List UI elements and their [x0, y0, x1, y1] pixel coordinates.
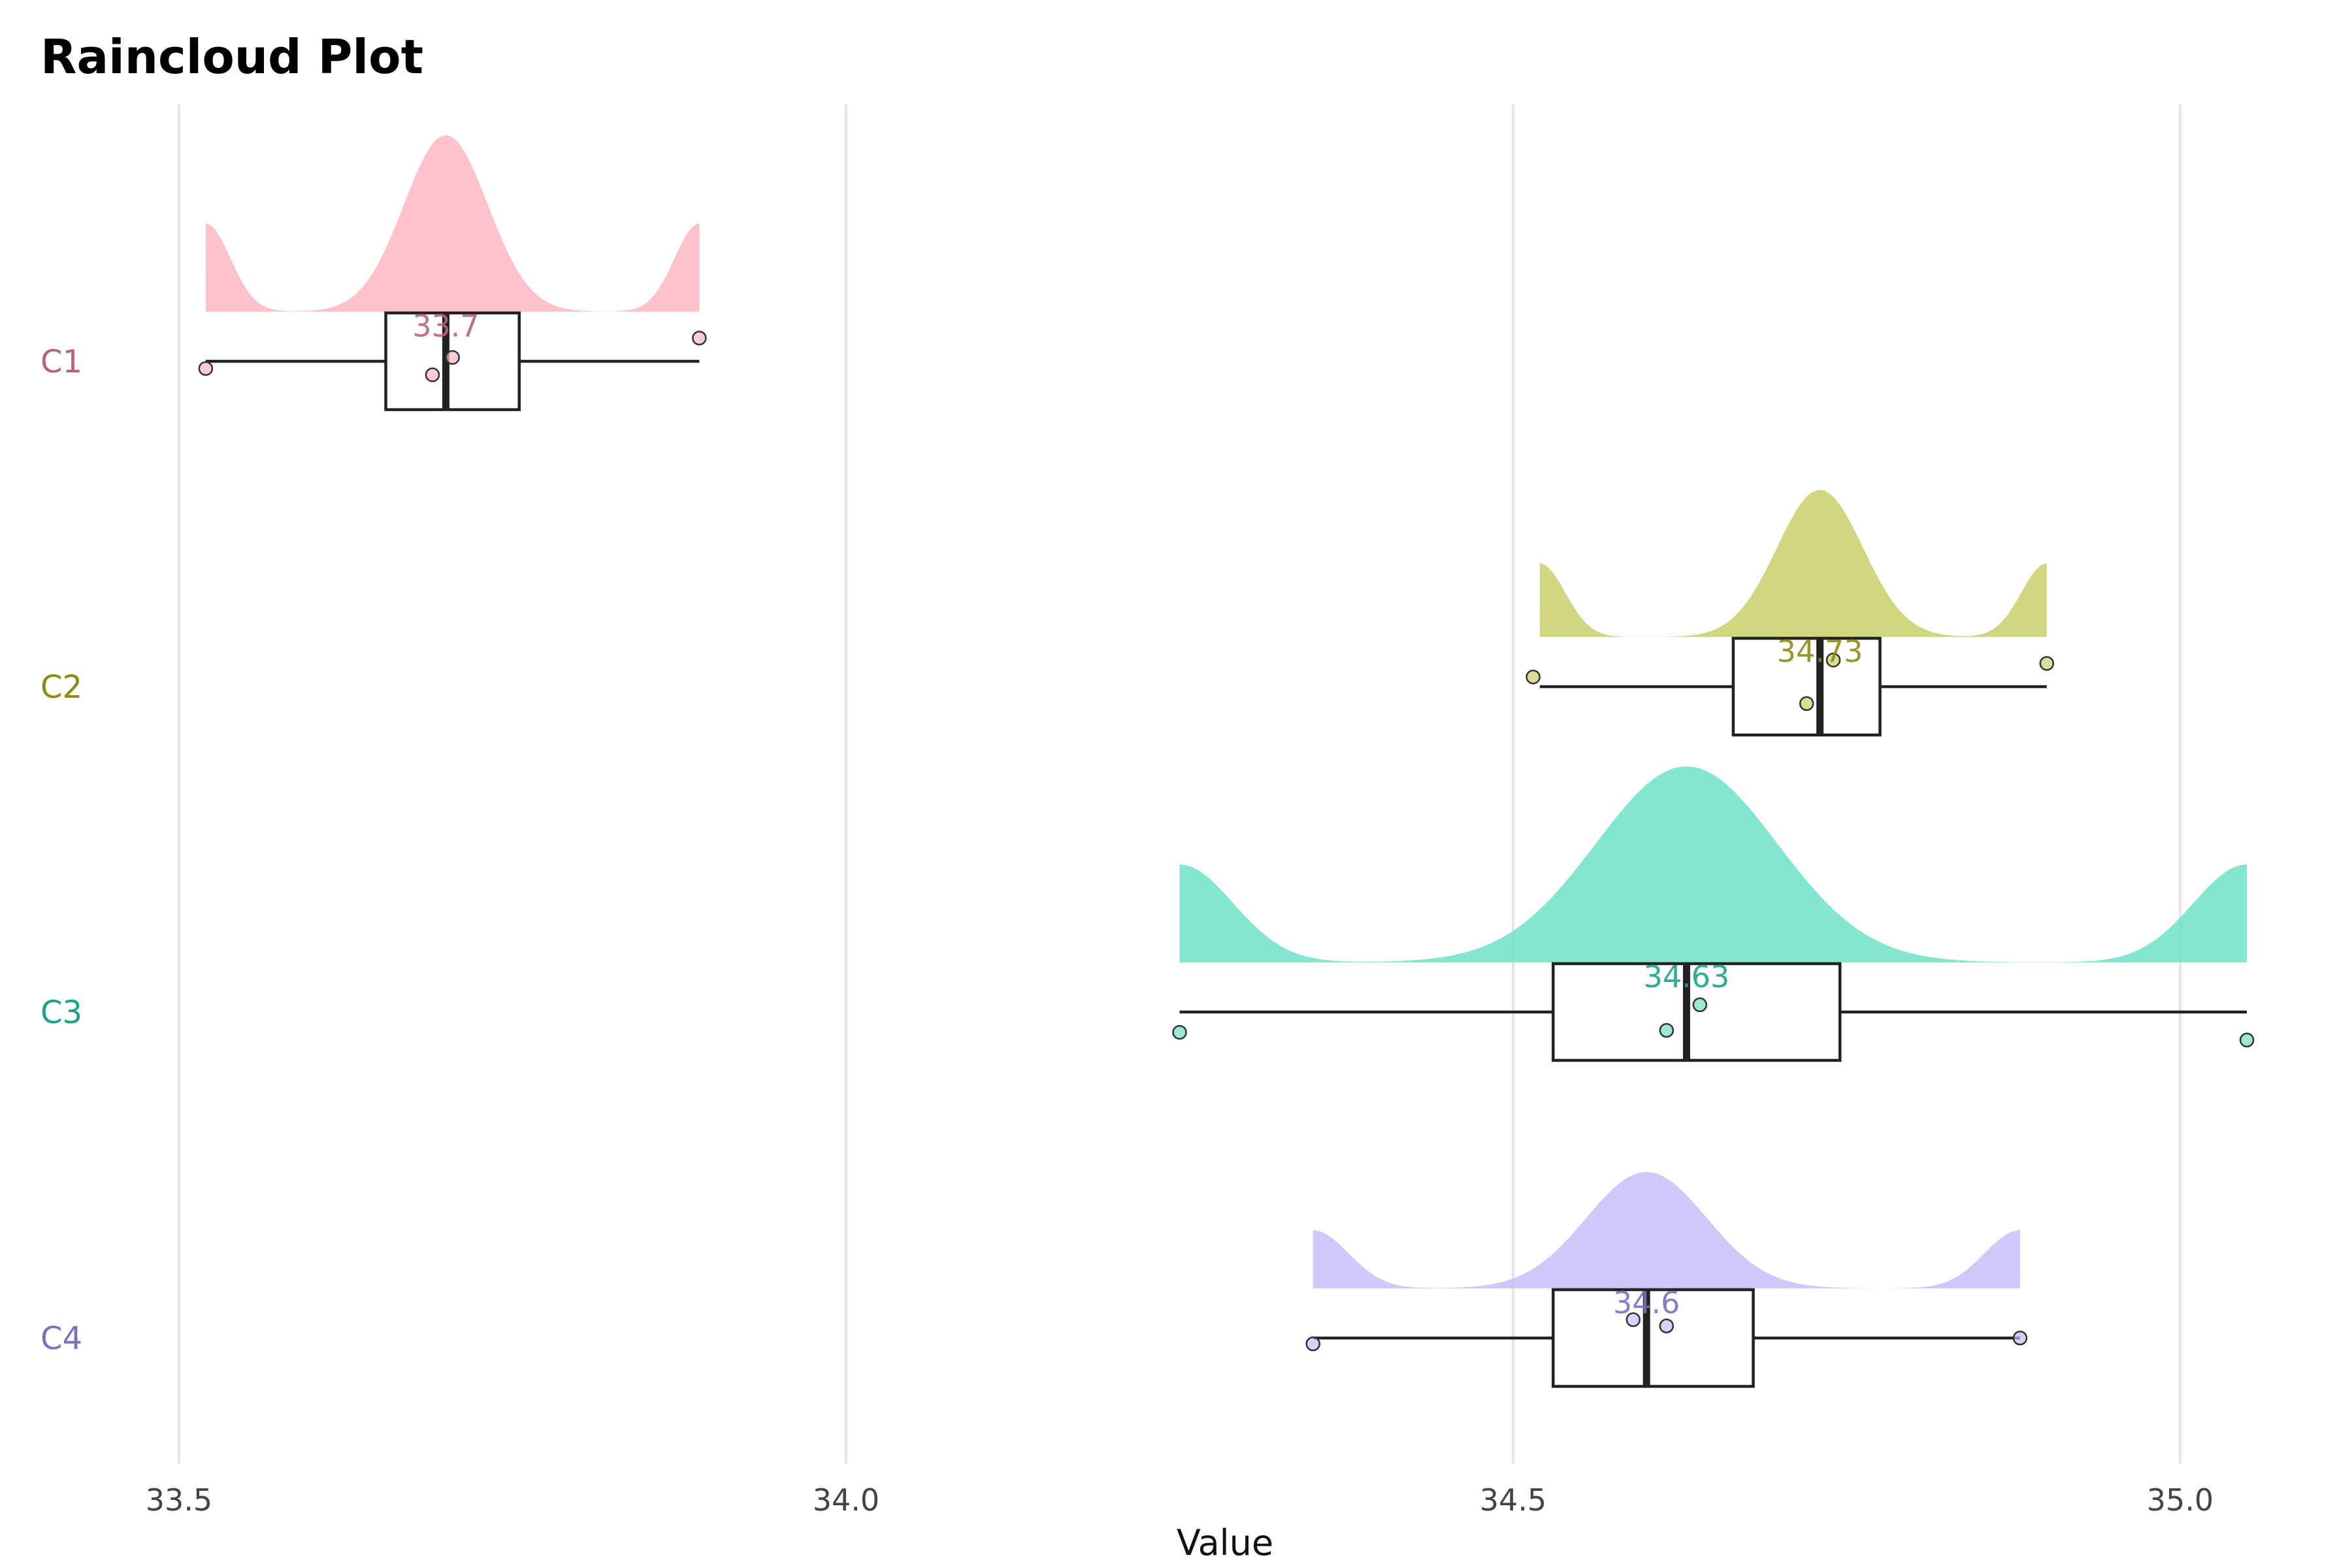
data-point-c1 — [692, 331, 707, 346]
data-point-c3 — [2239, 1032, 2255, 1048]
box-plots — [205, 311, 2247, 1388]
x-tick-label: 33.5 — [146, 1482, 212, 1518]
median-label-c4: 34.6 — [1613, 1285, 1680, 1320]
chart-title: Raincloud Plot — [41, 29, 423, 84]
x-tick-label: 35.0 — [2147, 1482, 2213, 1518]
x-tick-label: 34.5 — [1480, 1482, 1546, 1518]
data-point-c4 — [1305, 1336, 1320, 1352]
data-point-c4 — [2012, 1330, 2028, 1346]
data-point-c1 — [198, 361, 214, 376]
density-cloud-c1 — [205, 135, 700, 312]
x-tick-label: 34.0 — [813, 1482, 879, 1518]
data-point-c3 — [1172, 1024, 1187, 1040]
grid-lines — [178, 105, 2181, 1463]
y-category-label-c1: C1 — [41, 344, 82, 380]
density-cloud-c4 — [1313, 1172, 2020, 1288]
data-point-c2 — [1799, 696, 1814, 711]
density-cloud-c2 — [1539, 490, 2047, 637]
box-c3 — [1552, 962, 1842, 1062]
y-category-label-c2: C2 — [41, 669, 82, 706]
box-c4 — [1552, 1288, 1755, 1388]
data-point-c2 — [2039, 656, 2055, 671]
median-label-c1: 33.7 — [412, 308, 479, 344]
axes: 33.5 34.0 34.5 35.0 C1 C2 C3 C4 — [41, 344, 2213, 1518]
median-label-c2: 34.73 — [1777, 634, 1863, 669]
median-label-c3: 34.63 — [1644, 959, 1730, 994]
density-clouds — [205, 135, 2247, 1288]
rain-points — [198, 331, 2255, 1352]
box-c2 — [1731, 636, 1882, 737]
median-labels: 33.7 34.73 34.63 34.6 — [412, 308, 1863, 1320]
data-point-c1 — [445, 350, 460, 365]
data-point-c4 — [1625, 1312, 1641, 1328]
data-point-c3 — [1692, 997, 1708, 1013]
data-point-c1 — [425, 367, 440, 382]
data-point-c3 — [1659, 1022, 1674, 1038]
data-point-c4 — [1659, 1318, 1674, 1333]
y-category-label-c3: C3 — [41, 994, 82, 1031]
data-point-c2 — [1526, 669, 1541, 685]
data-point-c2 — [1825, 653, 1841, 668]
x-axis-label: Value — [1177, 1522, 1273, 1563]
y-category-label-c4: C4 — [41, 1320, 82, 1357]
density-cloud-c3 — [1179, 766, 2247, 962]
